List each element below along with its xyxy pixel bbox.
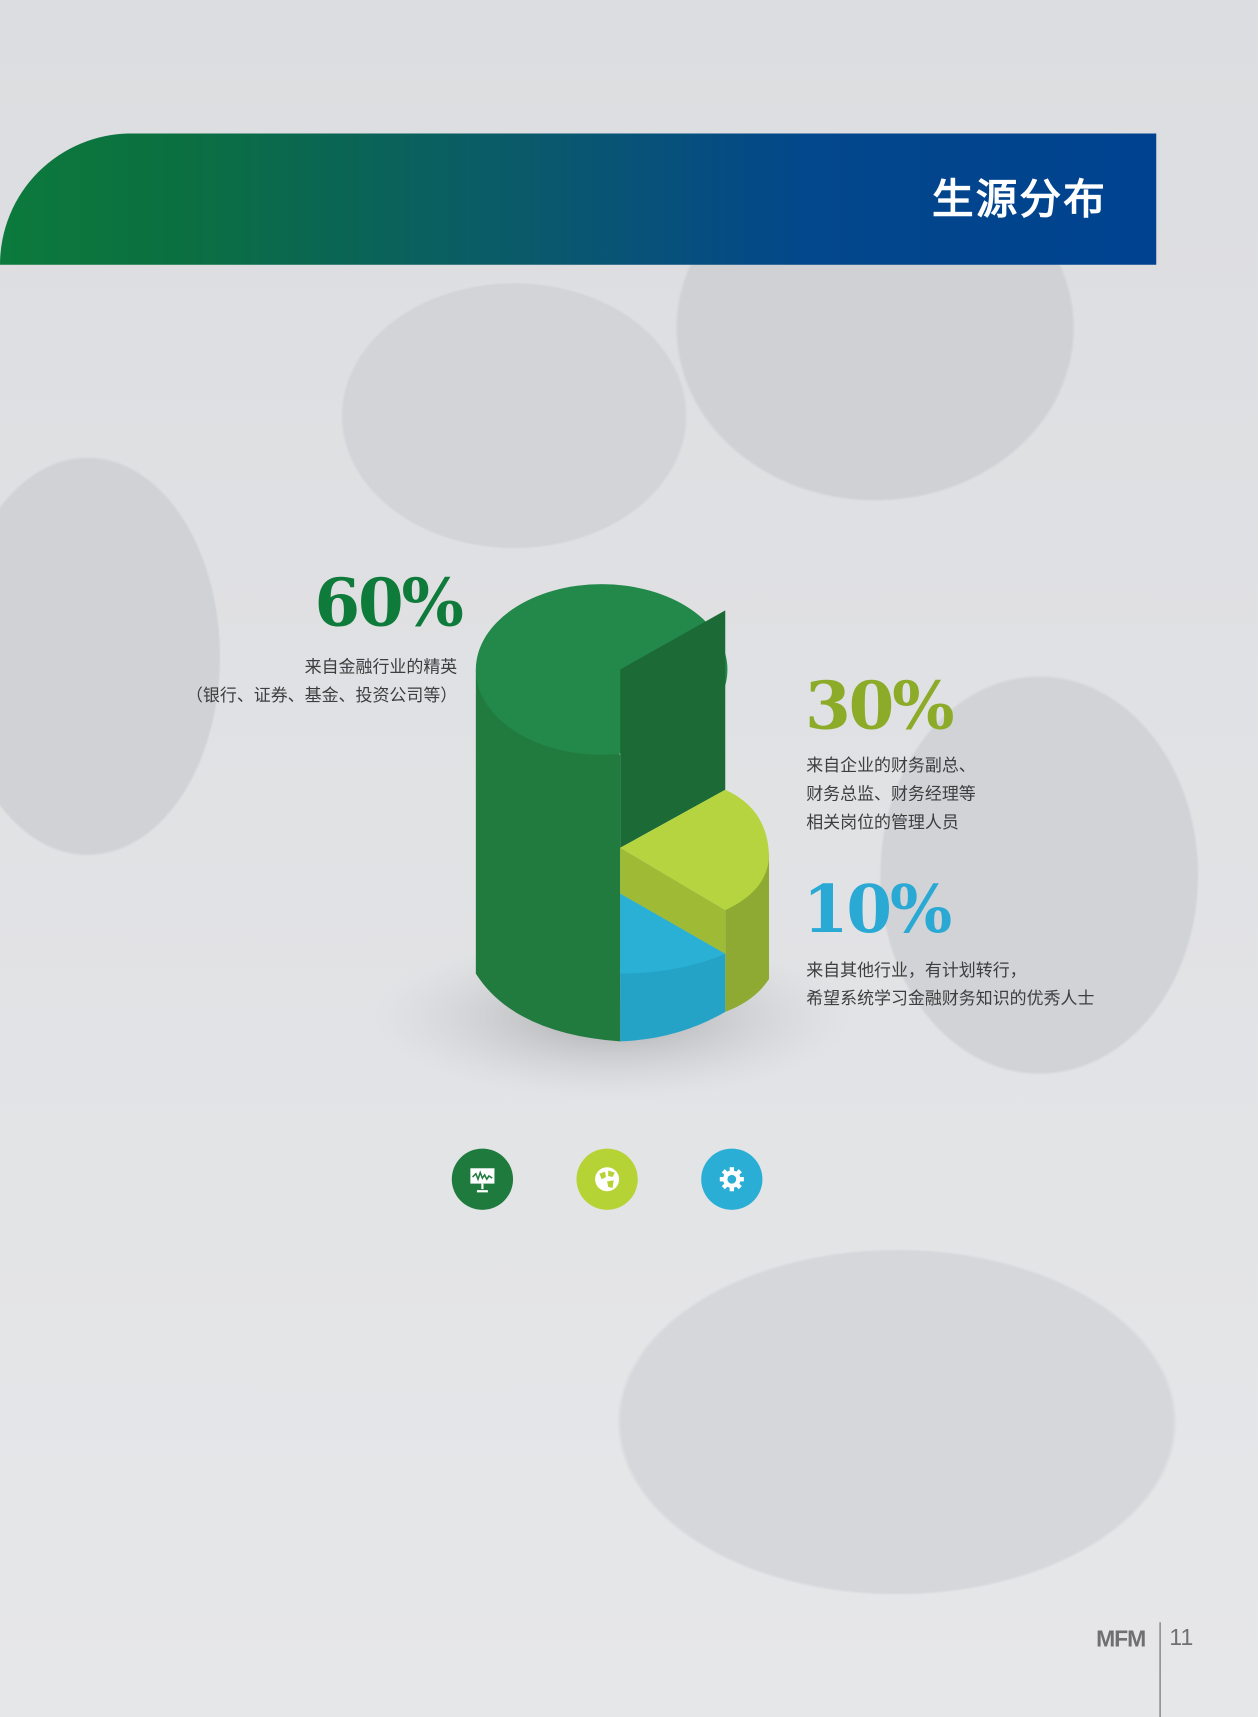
slice-30-side: [725, 853, 770, 1012]
segment-30-description: 来自企业的财务副总、 财务总监、财务经理等 相关岗位的管理人员: [806, 752, 976, 837]
page-title: 生源分布: [931, 173, 1108, 224]
segment-10-description: 来自其他行业，有计划转行， 希望系统学习金融财务知识的优秀人士: [806, 956, 1094, 1013]
desc-line: （银行、证券、基金、投资公司等）: [185, 685, 458, 706]
segment-30-percent: 30%: [805, 668, 954, 745]
segment-60-percent: 60%: [314, 565, 463, 643]
desc-line: 财务总监、财务经理等: [806, 784, 976, 805]
brand-logo: MFM: [1096, 1626, 1146, 1652]
globe-icon: [576, 1148, 638, 1210]
segment-60-description: 来自金融行业的精英 （银行、证券、基金、投资公司等）: [186, 653, 457, 710]
desc-line: 来自企业的财务副总、: [806, 755, 976, 776]
slice-60-cut-face: [620, 610, 726, 848]
slice-30-top: [620, 789, 770, 911]
header-banner: 生源分布: [0, 133, 1157, 265]
slice-60-side: [475, 669, 621, 1042]
segment-10-percent: 10%: [802, 871, 952, 949]
desc-line: 相关岗位的管理人员: [806, 812, 959, 833]
gear-icon: [701, 1148, 763, 1210]
page-number: 11: [1169, 1625, 1194, 1651]
slice-10-top: [620, 893, 726, 974]
desc-line: 来自其他行业，有计划转行，: [806, 960, 1027, 981]
desc-line: 来自金融行业的精英: [304, 657, 458, 678]
desc-line: 希望系统学习金融财务知识的优秀人士: [806, 988, 1095, 1009]
slice-30-cut-face: [620, 847, 726, 954]
footer-divider: [1159, 1622, 1161, 1717]
presentation-chart-icon: [451, 1148, 514, 1210]
